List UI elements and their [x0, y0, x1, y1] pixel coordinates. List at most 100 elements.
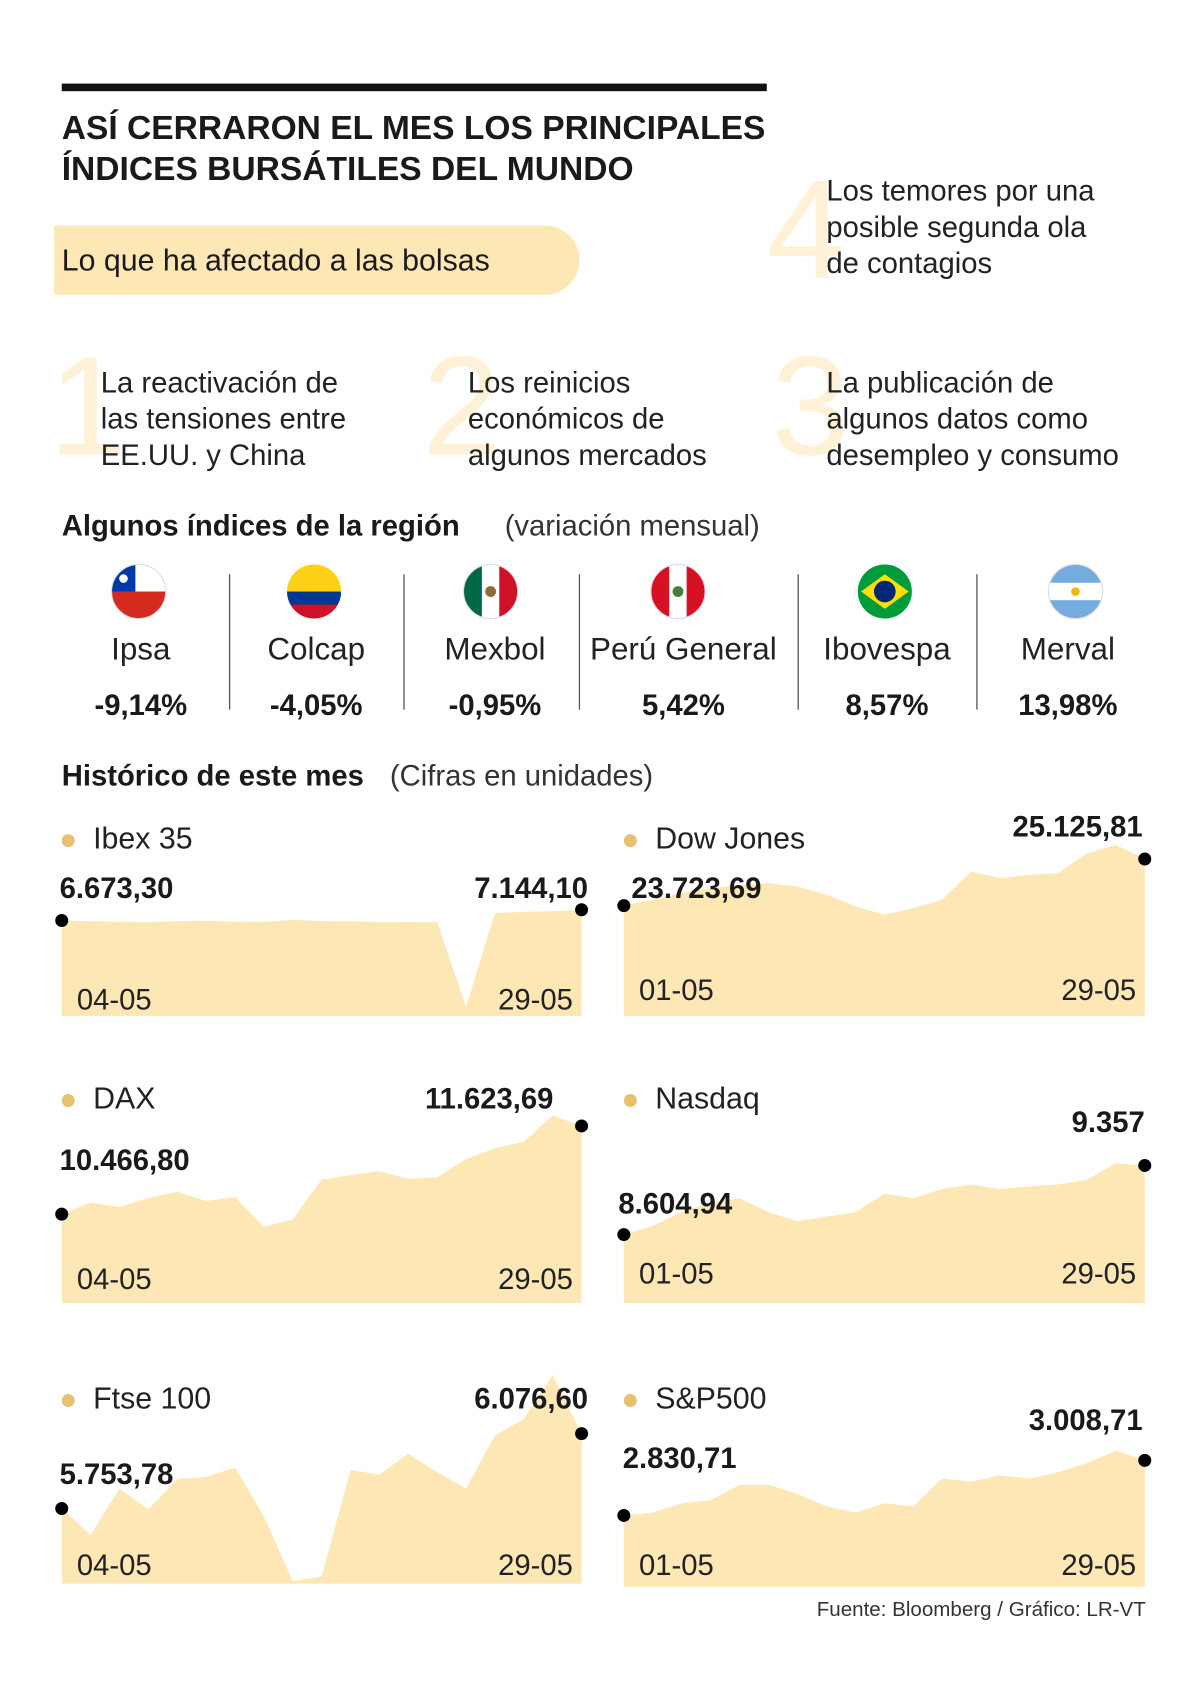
title-rule — [61, 83, 767, 92]
index-name: Merval — [1021, 631, 1115, 666]
area — [61, 1374, 582, 1584]
factor-text: Los temores por una — [826, 176, 1095, 208]
flag-colombia — [287, 564, 342, 619]
area — [61, 1115, 582, 1304]
factor-text: EE.UU. y China — [101, 440, 306, 472]
chart-title: S&P500 — [655, 1383, 766, 1416]
legend-dot — [61, 834, 75, 848]
subtitle: Lo que ha afectado a las bolsas — [62, 244, 490, 277]
factor-number: 4 — [767, 151, 845, 308]
legend-dot — [623, 1094, 637, 1108]
factor-text: desempleo y consumo — [826, 440, 1119, 472]
point — [575, 1119, 589, 1133]
history-note: (Cifras en unidades) — [390, 761, 653, 793]
x-tick-label: 29-05 — [498, 1550, 573, 1582]
value-label: 8.604,94 — [618, 1188, 733, 1220]
factor-number: 2 — [422, 327, 500, 484]
point — [55, 1207, 69, 1221]
x-tick-label: 04-05 — [77, 1264, 152, 1296]
value-label: 11.623,69 — [425, 1083, 553, 1115]
point — [55, 914, 69, 928]
subtitle-pill — [54, 225, 580, 295]
x-tick-label: 29-05 — [498, 1264, 573, 1296]
value-label: 25.125,81 — [1013, 811, 1143, 843]
point — [617, 1508, 631, 1522]
legend-dot — [623, 834, 637, 848]
factor-text: La reactivación de — [101, 367, 338, 399]
value-label: 10.466,80 — [60, 1145, 190, 1177]
area — [623, 1450, 1145, 1587]
index-name: Colcap — [267, 631, 365, 666]
chart-title: Nasdaq — [655, 1083, 759, 1116]
factor-text: algunos datos como — [826, 404, 1088, 436]
legend-dot — [61, 1094, 75, 1108]
value-label: 9.357 — [1072, 1107, 1145, 1139]
point — [575, 903, 589, 917]
x-tick-label: 01-05 — [639, 1550, 714, 1582]
index-change: -4,05% — [270, 690, 363, 722]
value-label: 5.753,78 — [60, 1459, 174, 1491]
flag-mexico — [463, 564, 518, 619]
index-name: Ipsa — [111, 631, 171, 666]
point — [55, 1502, 69, 1515]
value-label: 23.723,69 — [631, 873, 761, 905]
area — [61, 909, 582, 1017]
value-label: 6.076,60 — [474, 1383, 588, 1415]
title: ASÍ CERRARON EL MES LOS PRINCIPALES — [62, 109, 766, 147]
point — [1138, 1158, 1152, 1172]
factor-number: 3 — [771, 327, 849, 484]
point — [1138, 1453, 1152, 1467]
index-change: -9,14% — [94, 690, 187, 722]
history-title: Histórico de este mes — [62, 761, 364, 793]
x-tick-label: 04-05 — [77, 1550, 152, 1582]
index-name: Perú General — [590, 631, 777, 666]
x-tick-label: 04-05 — [77, 985, 152, 1017]
area — [623, 844, 1145, 1017]
index-change: 13,98% — [1018, 690, 1117, 722]
value-label: 3.008,71 — [1029, 1405, 1143, 1437]
source: Fuente: Bloomberg / Gráfico: LR-VT — [817, 1598, 1147, 1621]
regional-title: Algunos índices de la región — [62, 510, 460, 542]
factor-text: La publicación de — [826, 367, 1054, 399]
x-tick-label: 29-05 — [1061, 1259, 1136, 1291]
factor-text: posible segunda ola — [826, 212, 1087, 244]
factor-text: algunos mercados — [468, 440, 707, 472]
value-label: 7.144,10 — [474, 873, 588, 905]
chart-title: Ibex 35 — [93, 823, 192, 856]
x-tick-label: 29-05 — [1061, 1550, 1136, 1582]
x-tick-label: 29-05 — [498, 985, 573, 1017]
legend-dot — [61, 1394, 75, 1408]
factor-text: de contagios — [826, 248, 992, 280]
point — [1138, 852, 1152, 866]
separators — [228, 574, 978, 710]
legend-dot — [623, 1394, 637, 1408]
value-label: 2.830,71 — [623, 1443, 737, 1475]
factor-text: Los reinicios — [468, 367, 630, 399]
index-change: -0,95% — [449, 690, 542, 722]
index-change: 5,42% — [642, 690, 725, 722]
factor-text: las tensiones entre — [101, 404, 346, 436]
point — [575, 1427, 589, 1441]
point — [617, 1228, 631, 1242]
x-tick-label: 01-05 — [639, 975, 714, 1007]
index-name: Ibovespa — [823, 631, 951, 666]
area — [623, 1163, 1145, 1304]
chart-title: DAX — [93, 1083, 155, 1116]
index-name: Mexbol — [444, 631, 545, 666]
value-label: 6.673,30 — [60, 873, 174, 905]
regional-note: (variación mensual) — [505, 510, 760, 542]
title: ÍNDICES BURSÁTILES DEL MUNDO — [62, 150, 634, 188]
chart-title: Ftse 100 — [93, 1383, 211, 1416]
chart-title: Dow Jones — [655, 823, 805, 856]
flag-peru — [650, 564, 706, 619]
factor-number: 1 — [49, 327, 127, 484]
flag-brazil — [857, 564, 912, 619]
index-change: 8,57% — [846, 690, 929, 722]
x-tick-label: 01-05 — [639, 1259, 714, 1291]
flag-argentina — [1048, 564, 1103, 619]
x-tick-label: 29-05 — [1061, 975, 1136, 1007]
factor-text: económicos de — [468, 404, 665, 436]
point — [617, 899, 631, 913]
